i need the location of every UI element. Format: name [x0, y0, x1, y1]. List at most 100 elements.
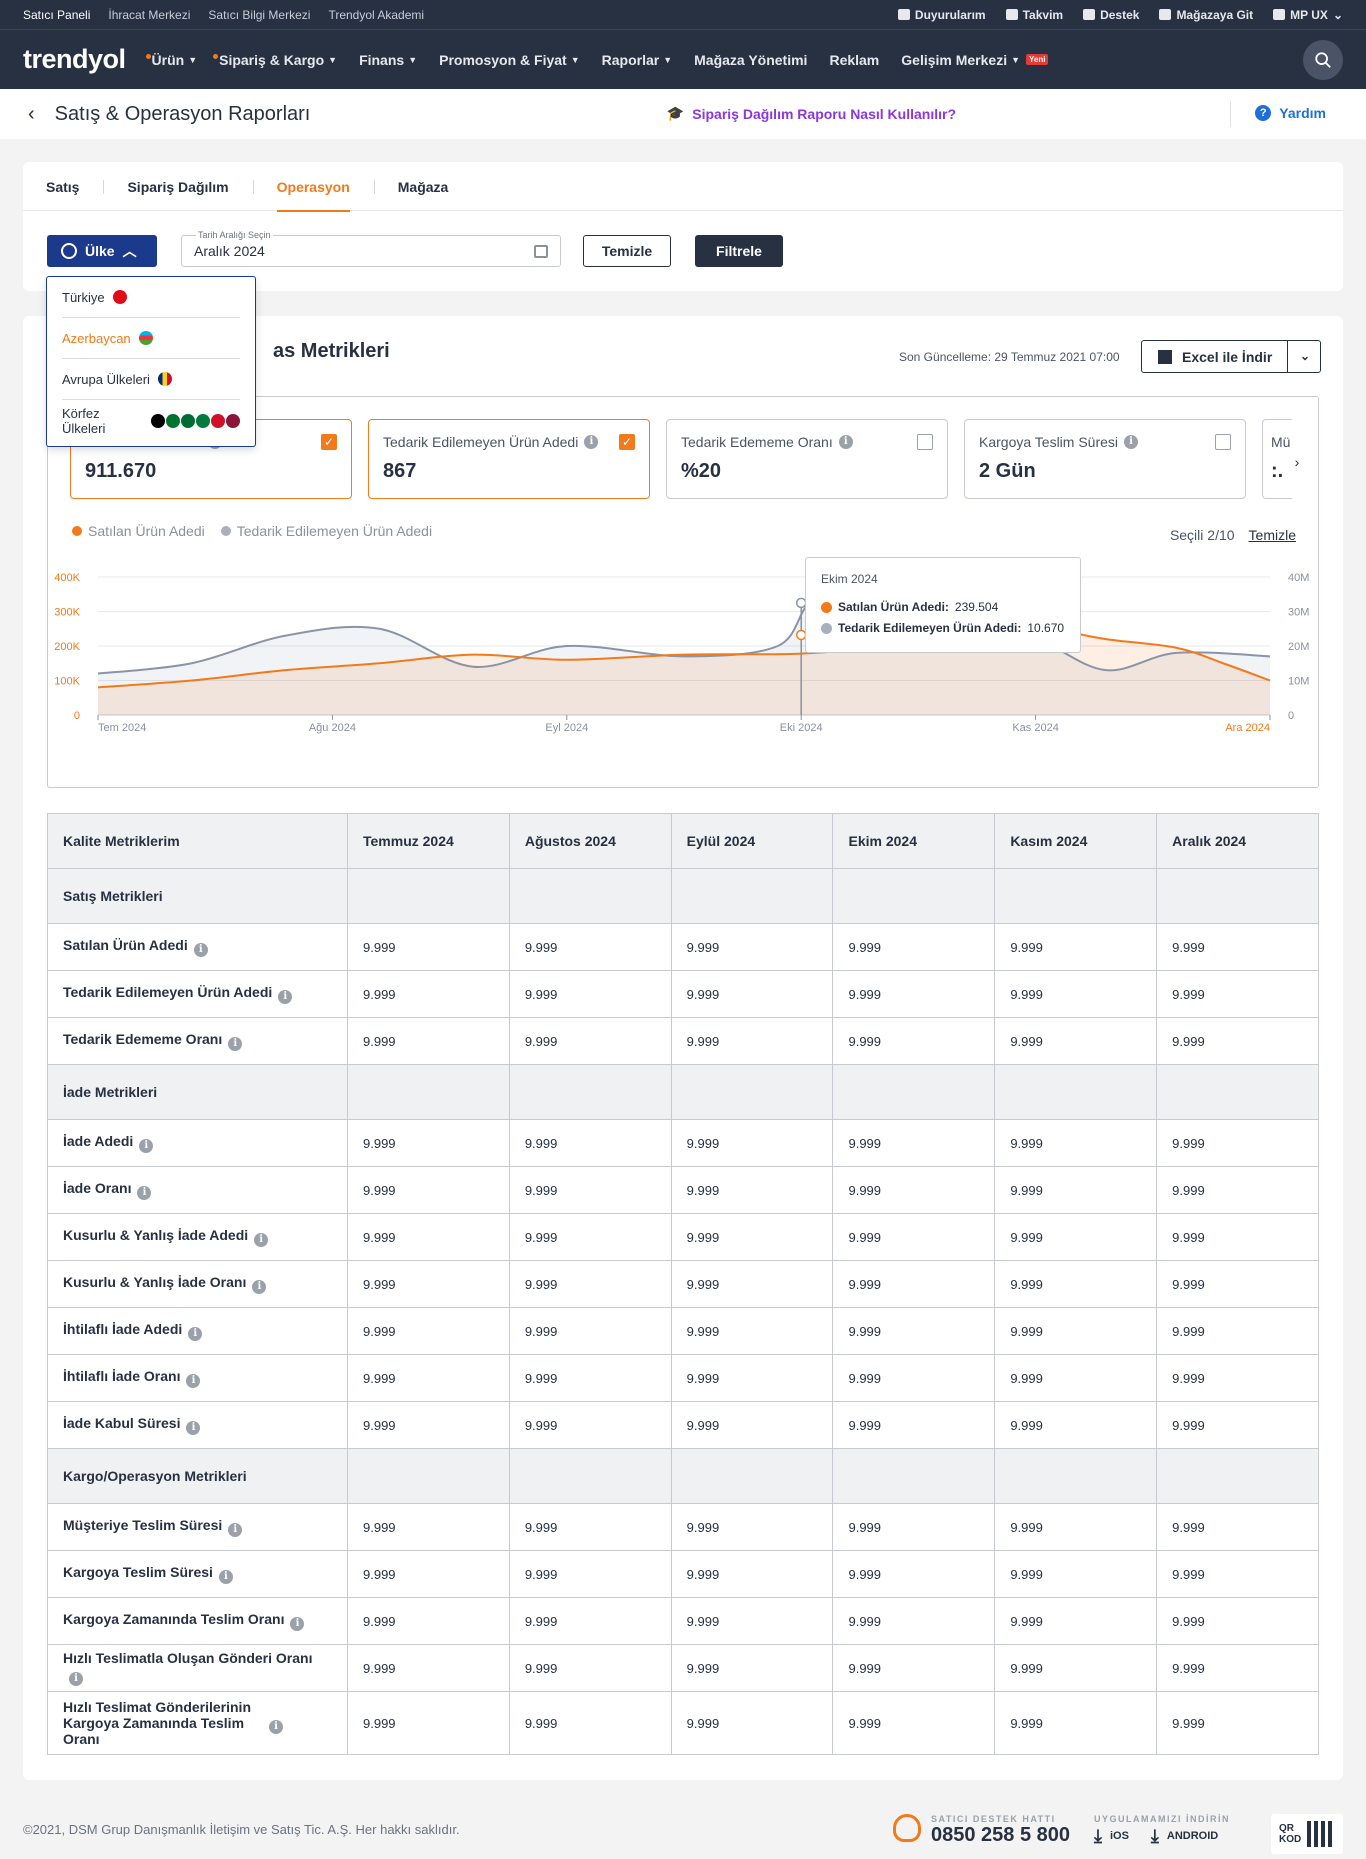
tab-order-distribution[interactable]: Sipariş Dağılım	[103, 162, 252, 211]
info-icon[interactable]: i	[186, 1421, 201, 1435]
date-range-field[interactable]: Tarih Aralığı Seçin Aralık 2024	[181, 230, 561, 267]
line-chart: 0 0 100K 10M 200K 20M 300K 30M 400K 40M Tem 2024 Ağ…	[54, 572, 1309, 734]
country-option-europe[interactable]: Avrupa Ülkeleri	[62, 359, 240, 400]
ios-download[interactable]: ⤓ iOS	[1094, 1826, 1129, 1846]
table-row: Kargoya Teslim Süresi i 9.999 9.999 9.999 9.9…	[47, 1550, 1319, 1598]
info-icon[interactable]: i	[252, 1280, 267, 1294]
nav-item-product[interactable]: Ürün ▼	[145, 52, 197, 68]
info-icon[interactable]: i	[290, 1617, 305, 1631]
info-icon[interactable]: i	[137, 1186, 152, 1200]
download-icon: ⤓	[1094, 1826, 1102, 1846]
search-button[interactable]	[1303, 40, 1343, 80]
value-cell: 9.999	[508, 1166, 672, 1214]
nav-item-development[interactable]: Gelişim Merkezi ▼ Yeni	[901, 52, 1049, 68]
metric-label: Mü	[1271, 434, 1291, 450]
x-tick-label: Eyl 2024	[545, 722, 588, 734]
info-icon[interactable]: i	[186, 1374, 201, 1388]
android-download[interactable]: ⤓ ANDROID	[1151, 1827, 1218, 1845]
clear-filters-button[interactable]: Temizle	[583, 235, 671, 267]
info-icon[interactable]: i	[228, 1037, 243, 1051]
nav-item-ads[interactable]: Reklam	[829, 52, 879, 68]
legend-item-unsupplied[interactable]: Tedarik Edilemeyen Ürün Adedi	[220, 523, 432, 539]
globe-icon	[61, 243, 77, 259]
chevron-right-icon[interactable]: ›	[1288, 449, 1306, 475]
help-link[interactable]: ? Yardım	[1255, 105, 1326, 121]
value-cell: 9.999	[347, 1017, 510, 1065]
user-menu[interactable]: MP UX ⌄	[1273, 8, 1343, 22]
info-icon[interactable]: i	[193, 943, 208, 957]
info-icon[interactable]: i	[228, 1523, 243, 1537]
store-link[interactable]: Mağazaya Git	[1159, 8, 1253, 22]
value-cell: 9.999	[347, 1550, 510, 1598]
tab-operation[interactable]: Operasyon	[252, 162, 374, 212]
legend-label: Satılan Ürün Adedi	[88, 523, 205, 539]
metric-card-cargo-delivery[interactable]: Kargoya Teslim Süresi i 2 Gün	[964, 419, 1246, 499]
table-row: Hızlı Teslimatla Oluşan Gönderi Oranı i 9.…	[47, 1644, 1319, 1692]
value-cell: 9.999	[1156, 1166, 1319, 1214]
value-cell: 9.999	[670, 1307, 834, 1355]
howto-link[interactable]: 🎓 Sipariş Dağılım Raporu Nasıl Kullanılır…	[667, 105, 956, 122]
y-right-tick-label: 20M	[1288, 641, 1309, 653]
info-icon[interactable]: i	[188, 1327, 203, 1341]
info-icon[interactable]: i	[218, 1570, 233, 1584]
empty-cell	[832, 1448, 996, 1504]
nav-item-orders[interactable]: Sipariş & Kargo ▼	[213, 52, 337, 68]
country-option-turkey[interactable]: Türkiye	[62, 277, 240, 318]
metric-checkbox[interactable]	[1215, 434, 1231, 450]
legend-item-sold[interactable]: Satılan Ürün Adedi	[72, 523, 205, 539]
nav-item-finance[interactable]: Finans ▼	[359, 52, 417, 68]
turkey-flag-icon	[112, 290, 127, 304]
info-icon[interactable]: i	[254, 1233, 269, 1247]
row-label: Müşteriye Teslim Süresi i	[47, 1503, 348, 1551]
empty-cell	[1156, 1064, 1319, 1120]
info-icon[interactable]: i	[278, 990, 293, 1004]
support-link[interactable]: Destek	[1083, 8, 1139, 22]
tooltip-title: Ekim 2024	[821, 572, 878, 586]
table-group-row: İade Metrikleri	[47, 1064, 1319, 1120]
top-link-academy[interactable]: Trendyol Akademi	[328, 7, 425, 22]
back-arrow-icon[interactable]: ‹	[28, 102, 35, 125]
metric-checkbox[interactable]: ✓	[619, 434, 635, 450]
qr-code-button[interactable]: QR KOD	[1271, 1814, 1343, 1854]
top-link-export[interactable]: İhracat Merkezi	[108, 7, 191, 22]
value-cell: 9.999	[508, 923, 672, 971]
chevron-down-icon: ⌄	[1332, 7, 1343, 22]
country-select-button[interactable]: Ülke ︿	[47, 235, 157, 267]
trendyol-logo[interactable]: trendyol	[23, 44, 126, 74]
metric-checkbox[interactable]	[917, 434, 933, 450]
metric-card-partial[interactable]: Mü :.	[1262, 419, 1292, 499]
metric-checkbox[interactable]: ✓	[321, 434, 337, 450]
top-link-seller-panel[interactable]: Satıcı Paneli	[23, 7, 91, 22]
calendar-icon[interactable]	[534, 245, 548, 258]
top-link-info-center[interactable]: Satıcı Bilgi Merkezi	[208, 7, 311, 22]
top-right-menu: Duyurularım Takvim Destek Mağazaya Git M…	[897, 8, 1343, 22]
chevron-down-icon[interactable]: ⌄	[1299, 349, 1310, 363]
support-line[interactable]: SATICI DESTEK HATTI 0850 258 5 800	[893, 1814, 1070, 1847]
nav-item-promotion[interactable]: Promosyon & Fiyat ▼	[439, 52, 580, 68]
country-option-gulf[interactable]: Körfez Ülkeleri	[62, 400, 240, 441]
info-icon[interactable]: i	[584, 435, 599, 449]
value-cell: 9.999	[1156, 1119, 1319, 1167]
info-icon[interactable]: i	[69, 1672, 83, 1686]
clear-selection-link[interactable]: Temizle	[1248, 527, 1296, 543]
nav-item-reports[interactable]: Raporlar ▼	[602, 52, 673, 68]
info-icon[interactable]: i	[838, 435, 853, 449]
info-icon[interactable]: i	[269, 1719, 283, 1734]
row-label: Hızlı Teslimatla Oluşan Gönderi Oranı i	[47, 1644, 348, 1692]
value-cell: 9.999	[670, 1503, 834, 1551]
tab-sales[interactable]: Satış	[46, 178, 80, 195]
info-icon[interactable]: i	[1124, 435, 1139, 449]
info-icon[interactable]: i	[139, 1139, 154, 1153]
table-row: İhtilaflı İade Oranı i 9.999 9.999 9.999 9.99…	[47, 1354, 1319, 1402]
value-cell: 9.999	[508, 1307, 672, 1355]
announcements-link[interactable]: Duyurularım	[897, 8, 986, 22]
calendar-link[interactable]: Takvim	[1005, 8, 1063, 22]
tab-store[interactable]: Mağaza	[373, 162, 473, 211]
value-cell: 9.999	[1156, 1260, 1319, 1308]
apply-filter-button[interactable]: Filtrele	[695, 235, 783, 267]
metric-card-unsupplied[interactable]: Tedarik Edilemeyen Ürün Adedi i 867 ✓	[368, 419, 650, 499]
nav-item-store[interactable]: Mağaza Yönetimi	[694, 52, 807, 68]
country-option-azerbaijan[interactable]: Azerbaycan	[62, 318, 240, 359]
excel-download-button[interactable]: Excel ile İndir ⌄	[1141, 340, 1321, 373]
metric-card-unsupply-rate[interactable]: Tedarik Edememe Oranı i %20	[666, 419, 948, 499]
